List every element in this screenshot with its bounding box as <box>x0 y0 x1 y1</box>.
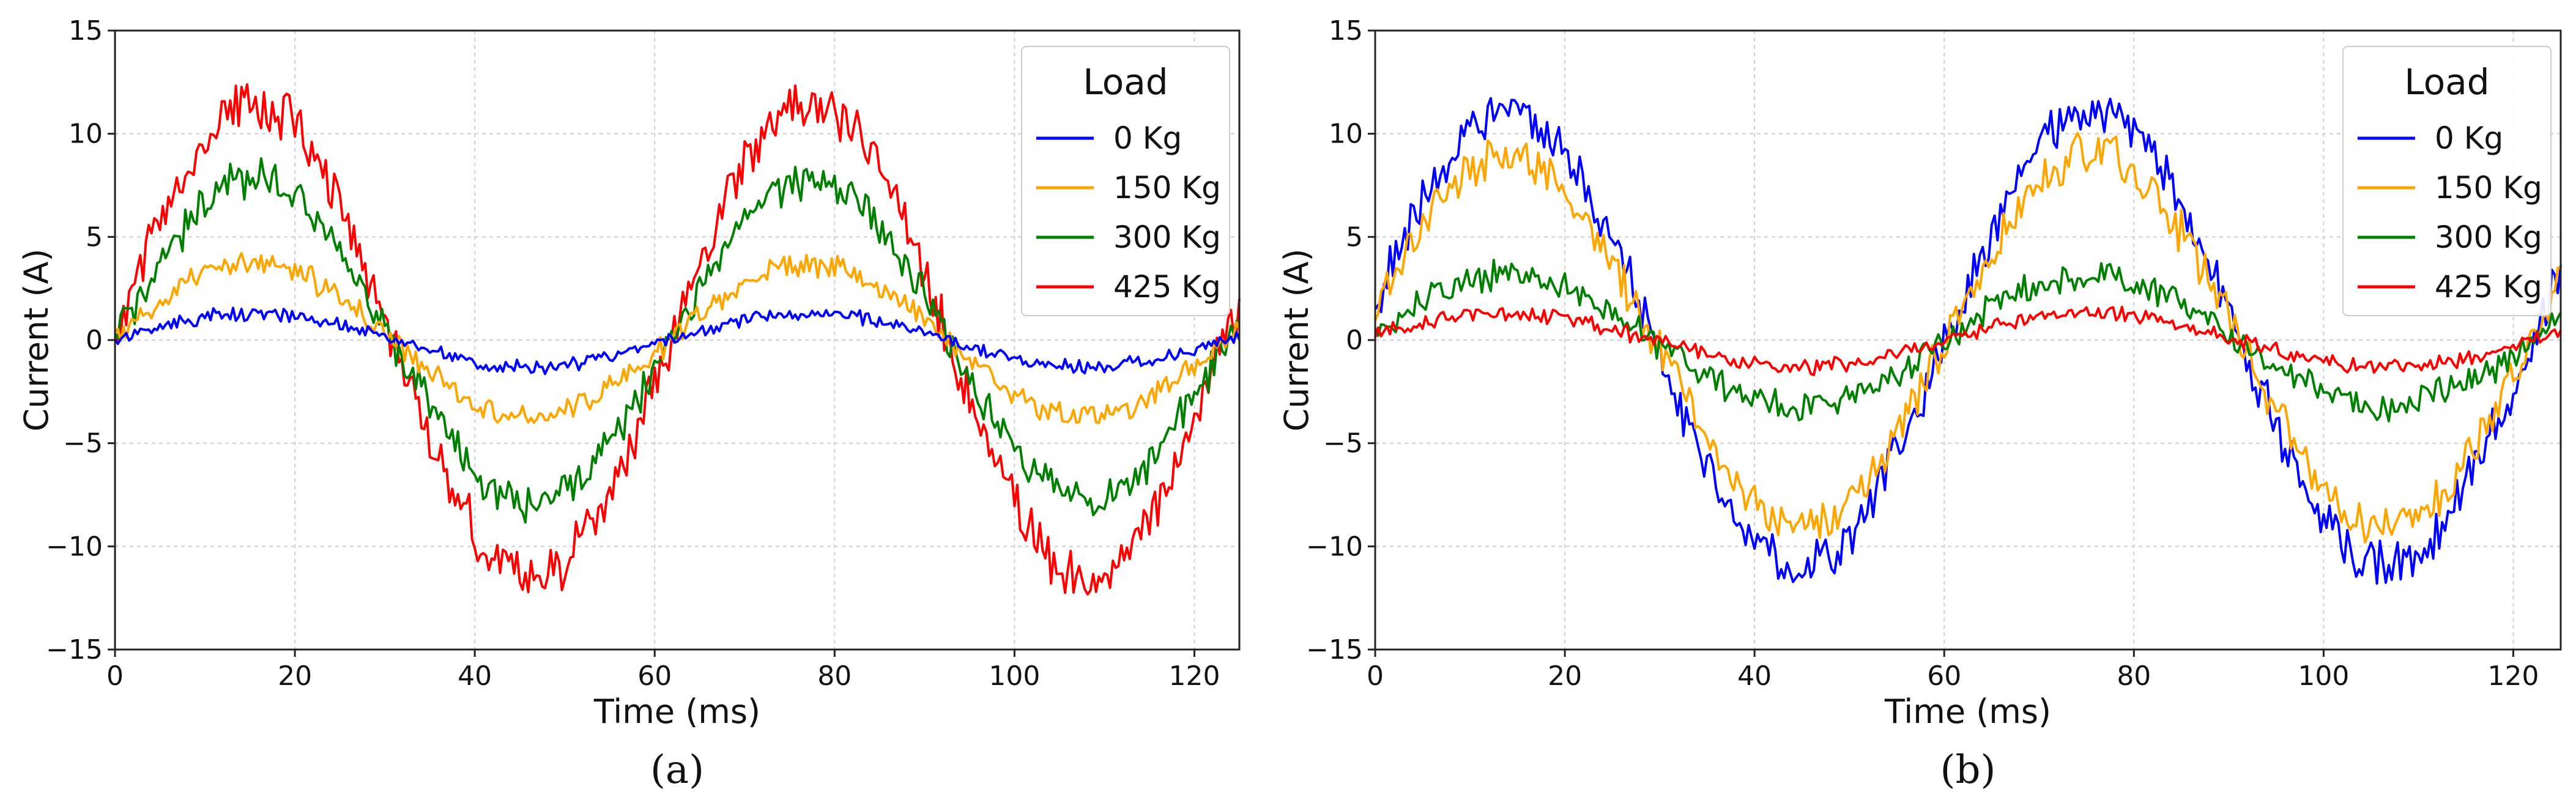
y-tick-label: 0 <box>1346 325 1363 356</box>
legend-entry: 425 Kg <box>1036 269 1221 305</box>
y-tick-label: 10 <box>69 119 103 150</box>
series-line <box>1374 131 2561 544</box>
x-axis-label: Time (ms) <box>593 692 760 731</box>
y-tick-label: 0 <box>86 325 103 356</box>
series-line <box>114 306 1241 376</box>
chart-panel-b: 0 20 40 60 80 100 120 −15 −10 −5 0 5 10 15 Time (ms)… <box>1277 15 2562 793</box>
legend-label: 0 Kg <box>2435 120 2503 156</box>
y-axis-label: Current (A) <box>1277 248 1316 431</box>
x-tick-label: 120 <box>2487 661 2539 692</box>
panel-label: (a) <box>650 747 704 793</box>
legend-box <box>1021 46 1230 316</box>
y-tick-label: −15 <box>46 634 103 665</box>
legend: Load 0 Kg 150 Kg 300 Kg 425 Kg <box>1021 46 1230 316</box>
legend-entry: 300 Kg <box>2358 220 2542 255</box>
legend-title: Load <box>1083 61 1168 103</box>
series-line <box>114 252 1241 424</box>
x-axis: 0 20 40 60 80 100 120 <box>106 650 1220 692</box>
x-tick-label: 20 <box>1548 661 1582 692</box>
series-layer <box>1374 97 2562 585</box>
y-tick-label: 15 <box>69 15 103 46</box>
y-tick-label: 5 <box>1346 221 1363 253</box>
y-tick-label: 15 <box>1329 15 1363 46</box>
legend-box <box>2342 46 2552 316</box>
chart-panel-a: 0 20 40 60 80 100 120 −15 −10 −5 0 5 10 15 Time (ms)… <box>17 15 1241 793</box>
legend-entry: 150 Kg <box>2358 170 2542 206</box>
series-line <box>114 83 1241 596</box>
y-axis: −15 −10 −5 0 5 10 15 <box>1306 15 1375 665</box>
series-line <box>1374 259 2562 423</box>
x-tick-label: 40 <box>458 661 492 692</box>
x-tick-label: 100 <box>989 661 1040 692</box>
legend-label: 425 Kg <box>2435 269 2542 305</box>
x-tick-label: 40 <box>1737 661 1772 692</box>
legend-label: 425 Kg <box>1113 269 1221 305</box>
series-line <box>1374 305 2562 377</box>
y-tick-label: −5 <box>63 428 103 459</box>
legend-label: 300 Kg <box>1113 220 1221 255</box>
series-layer <box>114 83 1241 596</box>
series-line <box>1374 97 2562 585</box>
x-tick-label: 0 <box>1367 661 1384 692</box>
panel-label: (b) <box>1940 747 1996 793</box>
x-tick-label: 120 <box>1168 661 1220 692</box>
x-axis: 0 20 40 60 80 100 120 <box>1367 650 2539 692</box>
legend-label: 150 Kg <box>1113 170 1221 206</box>
legend-label: 150 Kg <box>2435 170 2542 206</box>
legend-label: 0 Kg <box>1113 120 1182 156</box>
legend-entry: 425 Kg <box>2358 269 2542 305</box>
x-tick-label: 0 <box>106 661 124 692</box>
y-tick-label: −10 <box>1306 531 1363 562</box>
y-tick-label: −5 <box>1323 428 1363 459</box>
y-axis: −15 −10 −5 0 5 10 15 <box>46 15 115 665</box>
y-tick-label: 10 <box>1329 119 1363 150</box>
x-tick-label: 80 <box>2117 661 2151 692</box>
legend-title: Load <box>2404 61 2489 103</box>
legend-entry: 150 Kg <box>1036 170 1221 206</box>
y-tick-label: −10 <box>46 531 103 562</box>
x-tick-label: 100 <box>2298 661 2349 692</box>
legend-entry: 0 Kg <box>1036 120 1182 156</box>
x-tick-label: 60 <box>637 661 672 692</box>
legend: Load 0 Kg 150 Kg 300 Kg 425 Kg <box>2342 46 2552 316</box>
y-axis-label: Current (A) <box>17 248 56 431</box>
legend-entry: 0 Kg <box>2358 120 2503 156</box>
x-axis-label: Time (ms) <box>1884 692 2051 731</box>
x-tick-label: 60 <box>1927 661 1961 692</box>
y-tick-label: −15 <box>1306 634 1363 665</box>
legend-label: 300 Kg <box>2435 220 2542 255</box>
legend-entry: 300 Kg <box>1036 220 1221 255</box>
x-tick-label: 20 <box>278 661 312 692</box>
x-tick-label: 80 <box>817 661 852 692</box>
y-tick-label: 5 <box>86 221 103 253</box>
series-line <box>114 157 1240 524</box>
